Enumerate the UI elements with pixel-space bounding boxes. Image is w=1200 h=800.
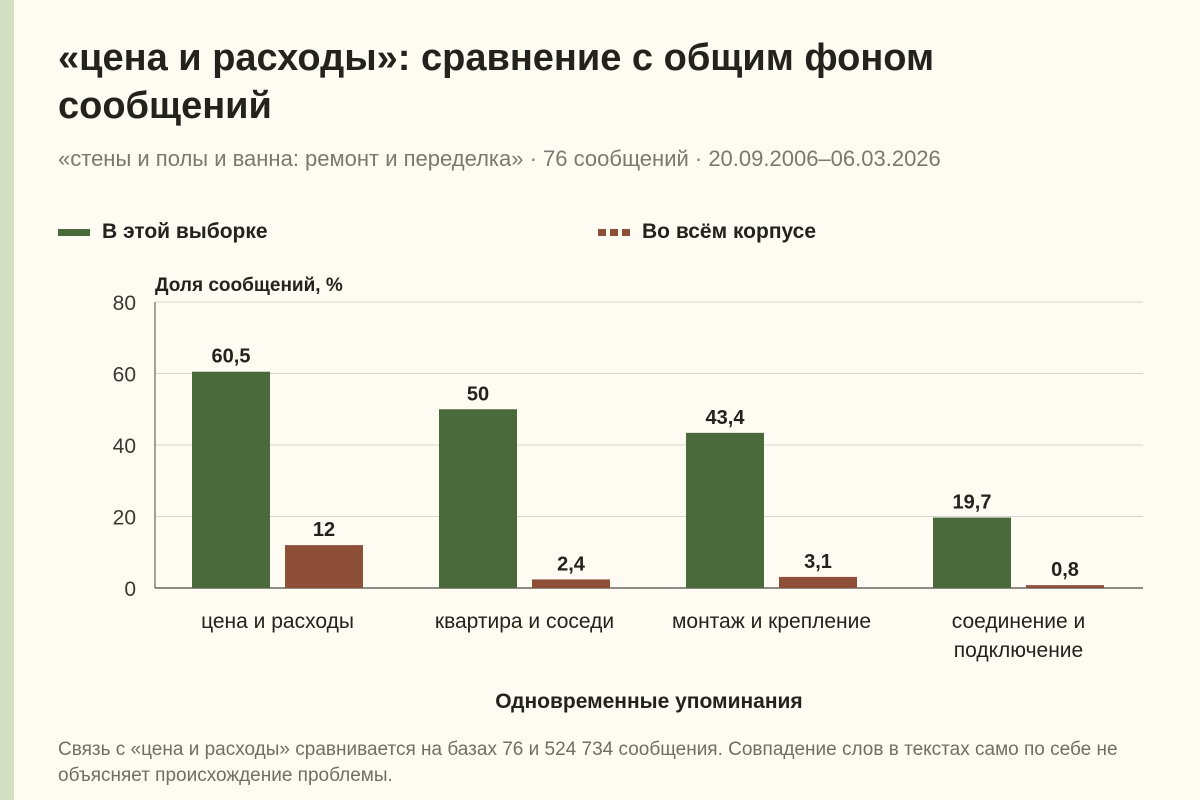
y-axis-title: Доля сообщений, % [155,275,343,296]
bar-corpus [779,576,857,588]
legend-item-corpus: Во всём корпусе [598,219,816,245]
x-tick-label: соединение и подключение [952,610,1085,662]
bar-corpus [1026,585,1104,588]
x-tick-label: монтаж и крепление [672,610,871,633]
bar-sample [933,517,1011,588]
x-axis-title: Одновременные упоминания [495,690,802,713]
x-tick-label: квартира и соседи [435,610,614,633]
bar-corpus [532,579,610,588]
x-tick-label: цена и расходы [201,610,354,633]
chart-title: «цена и расходы»: сравнение с общим фоно… [58,37,935,127]
data-label: 60,5 [212,346,251,368]
data-label: 3,1 [804,551,832,573]
bar-chart: 0 20 40 60 80 Доля сообщений, % 60,5 12 цена и р… [113,275,1143,713]
y-tick-label: 60 [113,364,136,387]
y-tick-label: 0 [124,578,136,601]
legend-swatch-corpus [598,228,630,236]
legend-item-sample: В этой выборке [58,219,268,245]
bar-sample [686,432,764,588]
data-label: 0,8 [1051,559,1079,581]
bar-corpus [285,545,363,588]
data-label: 12 [313,519,335,541]
bar-sample [439,409,517,588]
bar-sample [192,371,270,588]
data-label: 19,7 [953,492,992,514]
footnote: Связь с «цена и расходы» сравнивается на… [58,739,1118,786]
y-tick-label: 40 [113,435,136,458]
chart-subtitle: «стены и полы и ванна: ремонт и переделк… [58,146,941,171]
legend-label-corpus: Во всём корпусе [642,220,817,243]
y-tick-label: 20 [113,507,136,530]
data-label: 43,4 [706,407,746,429]
accent-strip [0,0,14,800]
legend-swatch-sample [58,228,90,236]
legend-label-sample: В этой выборке [102,220,268,243]
data-label: 50 [467,383,489,405]
y-tick-label: 80 [113,292,136,315]
data-label: 2,4 [557,553,586,575]
